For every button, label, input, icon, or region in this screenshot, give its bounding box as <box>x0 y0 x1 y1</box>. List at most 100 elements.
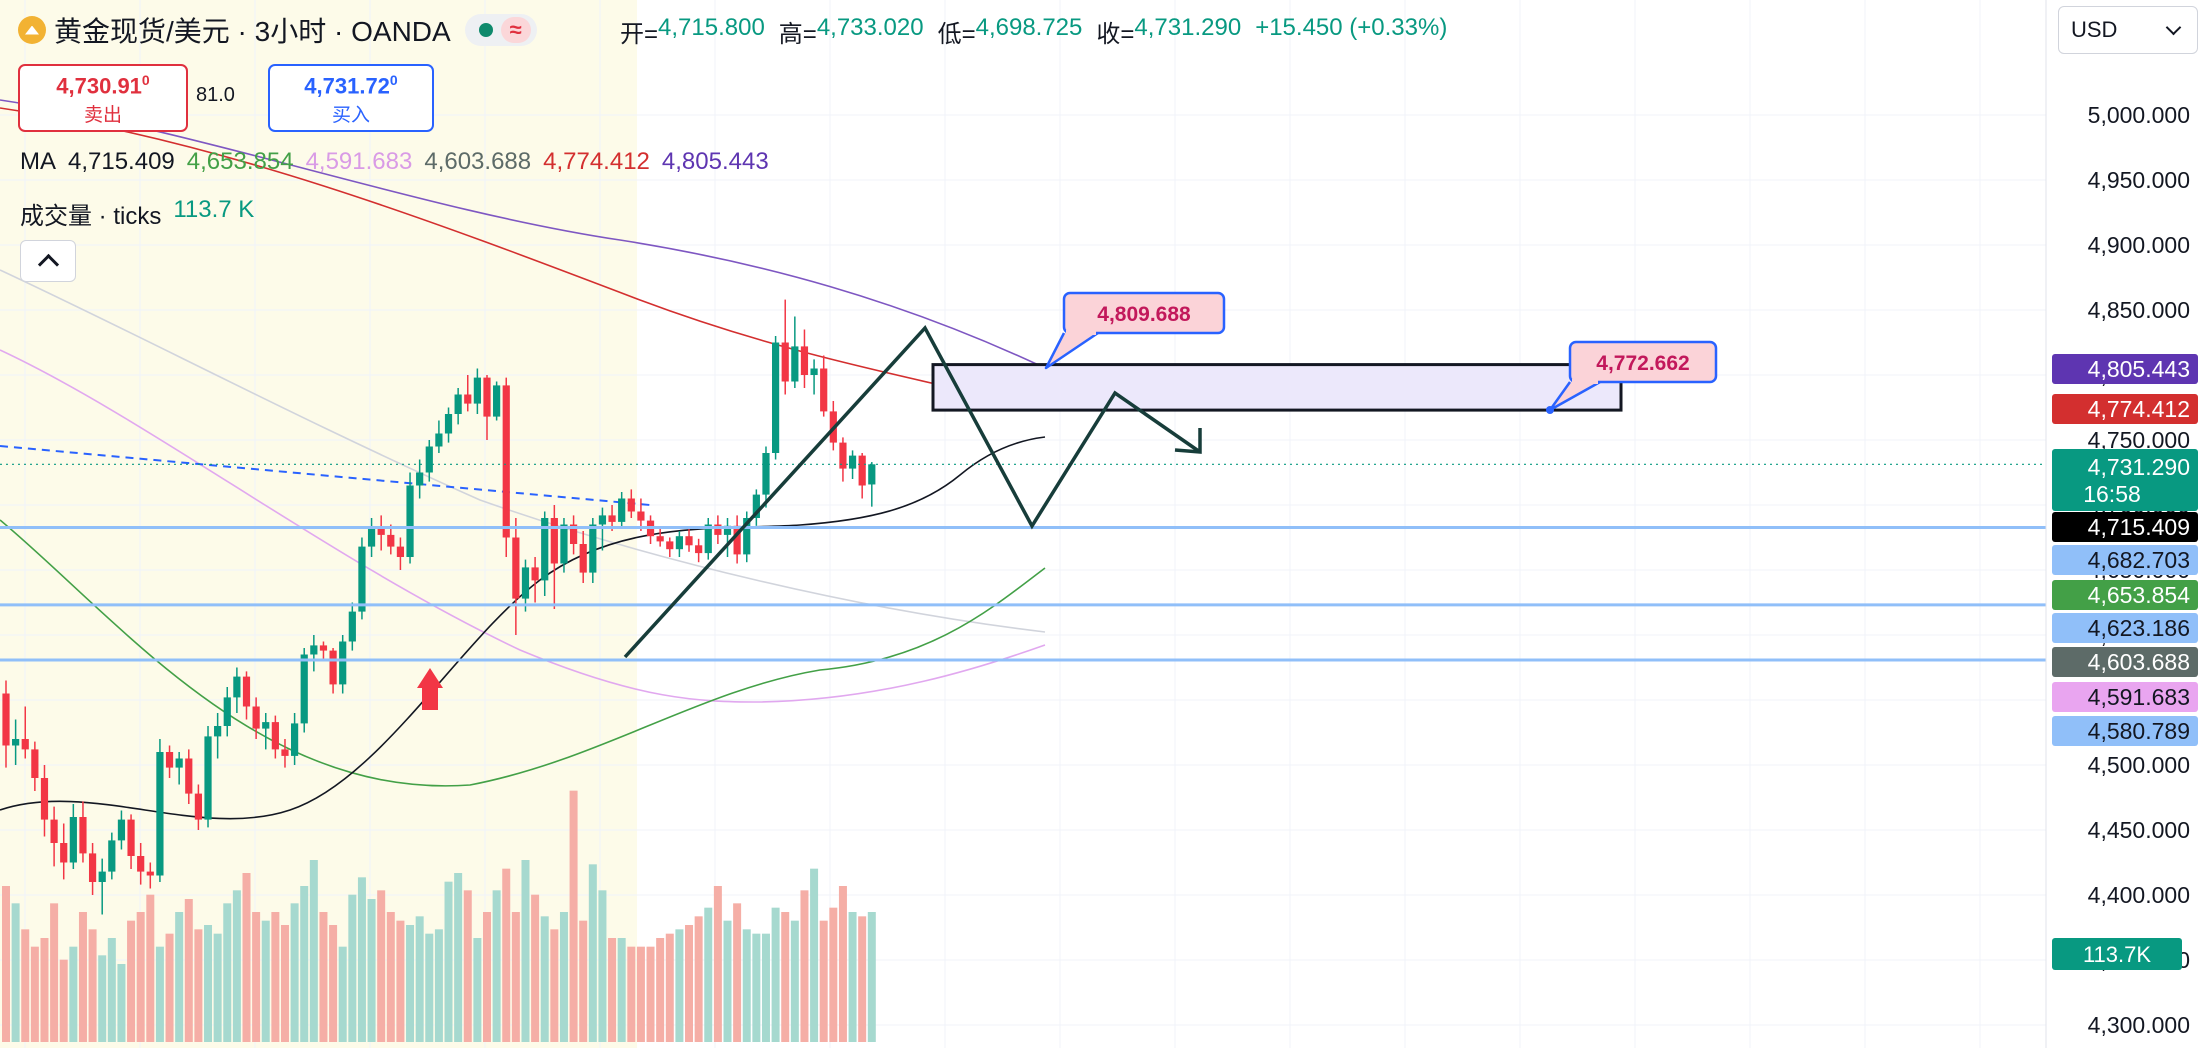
buy-price-pip: 0 <box>389 72 398 88</box>
candle-body <box>233 676 241 698</box>
low-label: 低= <box>937 21 976 48</box>
price-tag: 4,715.409 <box>2088 514 2190 540</box>
price-tag: 4,591.683 <box>2088 684 2190 710</box>
volume-bar <box>261 920 270 1042</box>
candle-body <box>714 524 722 535</box>
volume-bar <box>309 860 318 1042</box>
volume-bar <box>761 933 770 1042</box>
candle-body <box>194 793 202 820</box>
volume-bar <box>838 886 847 1042</box>
volume-bar <box>579 920 588 1042</box>
candle-body <box>579 544 587 573</box>
volume-bar <box>117 964 126 1042</box>
delayed-data-icon[interactable]: ≈ <box>500 17 531 43</box>
price-tag-bg <box>2052 613 2198 643</box>
candle-body <box>791 346 799 382</box>
volume-bar <box>810 868 819 1042</box>
volume-legend-value: 113.7 K <box>173 196 255 223</box>
candle-body <box>156 752 164 876</box>
volume-bar <box>434 929 443 1042</box>
candle-body <box>214 726 222 737</box>
chevron-up-icon <box>37 253 59 276</box>
candle-body <box>858 455 866 486</box>
currency-select[interactable]: USD <box>2058 6 2198 54</box>
volume-bar <box>540 916 549 1042</box>
low-value: 4,698.725 <box>975 14 1083 41</box>
callout-upper-join <box>1066 330 1096 335</box>
symbol-title[interactable]: 黄金现货/美元 · 3小时 · OANDA ≈ <box>18 12 537 48</box>
y-tick-label: 4,850.000 <box>2088 297 2190 323</box>
volume-bar <box>280 925 289 1042</box>
volume-bar <box>271 912 280 1042</box>
candle-body <box>550 518 558 564</box>
candle-body <box>185 758 193 794</box>
price-tag-bg <box>2052 580 2198 610</box>
market-status-pill[interactable]: ≈ <box>464 14 537 46</box>
moving-average-line <box>0 436 1046 820</box>
y-tick-label: 4,950.000 <box>2088 167 2190 193</box>
candle-body <box>262 722 270 729</box>
y-tick-label: 5,000.000 <box>2088 102 2190 128</box>
candle-body <box>377 528 385 535</box>
spread-value: 81.0 <box>196 84 235 106</box>
candle-body <box>98 871 106 882</box>
current-price-tag-bg <box>2052 449 2198 511</box>
volume-bar <box>386 912 395 1042</box>
moving-average-line <box>0 99 1046 369</box>
price-tag: 4,623.186 <box>2088 615 2190 641</box>
moving-average-line <box>0 519 1046 787</box>
volume-bar <box>242 873 251 1042</box>
market-open-dot-icon <box>478 23 493 37</box>
volume-bar <box>425 933 434 1042</box>
volume-bar <box>800 890 809 1042</box>
volume-bar <box>194 929 203 1042</box>
volume-bar <box>319 912 328 1042</box>
volume-bar <box>867 912 876 1042</box>
candle-body <box>271 722 279 750</box>
volume-bar <box>733 903 742 1042</box>
collapse-legend-button[interactable] <box>20 240 76 282</box>
high-value: 4,733.020 <box>816 14 924 41</box>
ohlc-legend: 开= 4,715.800 高= 4,733.020 低= 4,698.725 收… <box>620 14 1447 49</box>
volume-bar <box>713 886 722 1042</box>
candle-body <box>358 546 366 612</box>
candle-body <box>435 433 443 447</box>
buy-price: 4,731.72 <box>304 73 390 99</box>
candle-body <box>473 377 481 404</box>
candle-body <box>810 368 818 375</box>
price-tag: 4,603.688 <box>2088 649 2190 675</box>
ma-legend-value: 4,653.854 <box>186 148 294 175</box>
volume-bar <box>11 903 20 1042</box>
volume-bar <box>819 920 828 1042</box>
change-value: +15.450 (+0.33%) <box>1255 14 1448 41</box>
volume-bar <box>790 920 799 1042</box>
candle-body <box>637 511 645 521</box>
volume-bar <box>617 938 626 1042</box>
volume-bar <box>569 790 578 1042</box>
callout-upper-box <box>1062 291 1226 335</box>
ma-legend[interactable]: MA 4,715.409 4,653.854 4,591.683 4,603.688 4… <box>20 148 769 176</box>
buy-button[interactable]: 4,731.720 买入 <box>268 64 434 132</box>
candle-body <box>146 871 154 876</box>
volume-bar <box>559 912 568 1042</box>
buy-label: 买入 <box>331 105 370 127</box>
volume-legend[interactable]: 成交量 · ticks 113.7 K <box>20 196 254 231</box>
high-label: 高= <box>778 21 817 48</box>
resistance-zone <box>931 363 1623 412</box>
candle-body <box>752 494 760 518</box>
volume-bar <box>252 912 261 1042</box>
volume-bar <box>531 894 540 1042</box>
volume-bar <box>521 860 530 1042</box>
sell-button[interactable]: 4,730.910 卖出 <box>18 64 188 132</box>
candle-body <box>12 739 20 746</box>
volume-bar <box>69 946 78 1042</box>
volume-bar <box>858 916 867 1042</box>
candle-body <box>704 524 712 554</box>
volume-bar <box>646 946 655 1042</box>
dashed-trendline <box>0 445 651 506</box>
candle-body <box>165 752 174 768</box>
candle-body <box>367 528 376 547</box>
candle-body <box>40 778 49 820</box>
